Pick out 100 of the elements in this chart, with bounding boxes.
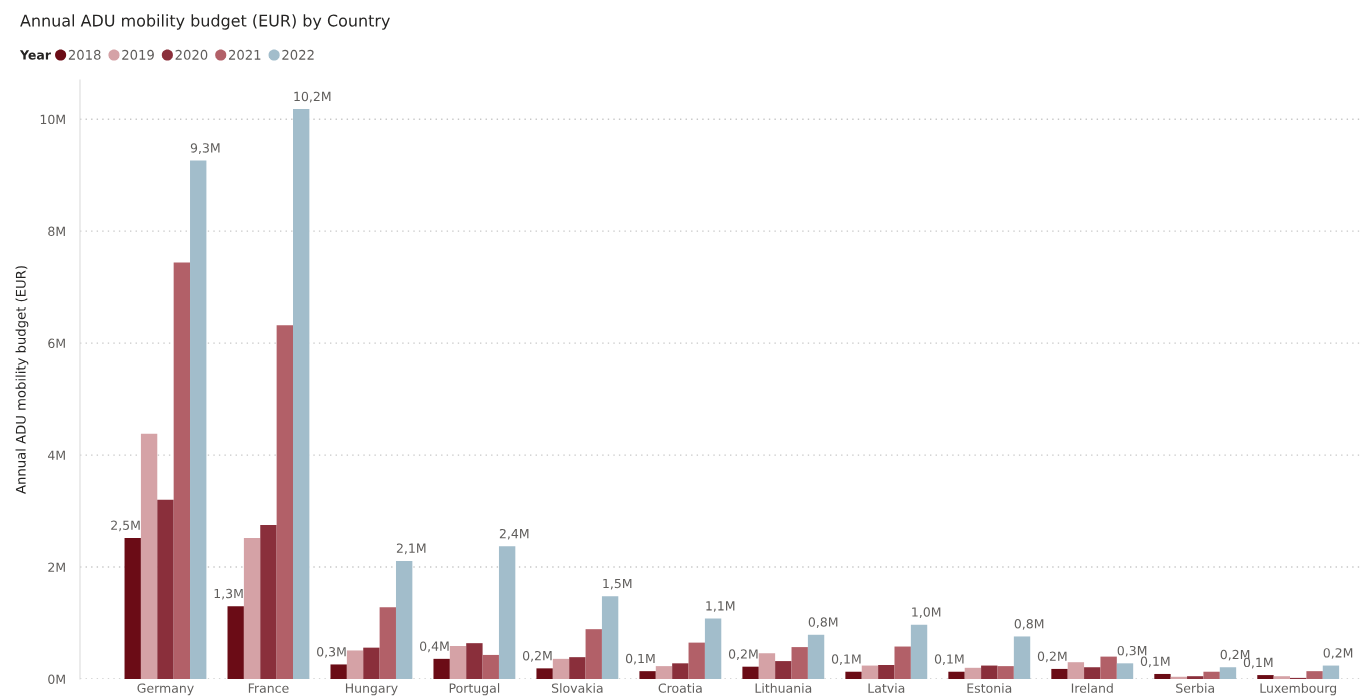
bar xyxy=(791,647,808,679)
bar xyxy=(498,546,516,679)
y-tick-label: 10M xyxy=(40,114,65,125)
data-label: 9,3M xyxy=(190,143,220,154)
bar xyxy=(1219,667,1237,679)
data-label: 1,1M xyxy=(706,601,735,612)
data-label: 0,8M xyxy=(808,617,838,629)
bar xyxy=(260,525,277,679)
data-label: 0,2M xyxy=(1323,648,1353,659)
bar xyxy=(601,596,619,679)
legend-title: Year xyxy=(19,50,51,60)
data-label: 2,4M xyxy=(499,528,529,540)
y-tick-label: 2M xyxy=(48,562,65,572)
legend-label: 2018 xyxy=(68,49,101,60)
data-label: 0,3M xyxy=(1117,645,1147,657)
legend-label: 2019 xyxy=(122,49,154,60)
data-label: 0,1M xyxy=(625,653,655,665)
bar xyxy=(910,624,928,679)
bar xyxy=(379,607,396,679)
bar xyxy=(330,664,347,679)
data-label: 0,1M xyxy=(1140,656,1170,668)
bar xyxy=(1306,671,1323,679)
bar xyxy=(449,645,467,679)
chart-title: Annual ADU mobility budget (EUR) by Country xyxy=(20,14,390,30)
bar xyxy=(981,665,998,679)
bar xyxy=(775,661,792,679)
bar xyxy=(639,671,656,679)
bar xyxy=(157,499,174,679)
bar xyxy=(672,663,689,679)
bar xyxy=(243,537,261,679)
bar xyxy=(1116,663,1134,679)
x-tick-label: Ireland xyxy=(1071,683,1113,693)
bar xyxy=(1273,676,1291,679)
data-label: 1,3M xyxy=(214,588,243,600)
x-tick-label: Estonia xyxy=(967,683,1012,693)
bar xyxy=(1067,662,1085,679)
y-tick-label: 4M xyxy=(47,450,65,460)
bar xyxy=(395,560,413,679)
bar xyxy=(173,262,191,679)
legend-label: 2020 xyxy=(175,49,208,60)
x-tick-label: Latvia xyxy=(868,683,905,693)
bar xyxy=(807,634,825,679)
y-tick-label: 0M xyxy=(48,674,65,684)
bar xyxy=(363,647,380,679)
bar xyxy=(845,671,862,679)
bar xyxy=(1257,675,1274,679)
bar xyxy=(346,650,364,679)
x-tick-label: France xyxy=(248,683,289,693)
data-label: 1,5M xyxy=(603,578,632,590)
data-label: 0,1M xyxy=(934,654,964,666)
bar xyxy=(742,666,759,679)
x-tick-label: Luxembourg xyxy=(1260,683,1337,696)
bar xyxy=(758,653,776,679)
bar xyxy=(1100,656,1117,679)
bar xyxy=(964,667,982,679)
data-label: 10,2M xyxy=(294,91,331,103)
x-tick-label: Hungary xyxy=(345,683,398,696)
bar xyxy=(1154,673,1171,679)
data-label: 0,4M xyxy=(420,641,449,653)
bar xyxy=(704,618,722,679)
bar xyxy=(878,665,895,679)
y-tick-label: 6M xyxy=(48,338,65,349)
bar xyxy=(1051,668,1068,679)
bar xyxy=(997,666,1014,679)
bar xyxy=(433,658,450,679)
data-label: 0,1M xyxy=(831,654,861,666)
y-axis-title: Annual ADU mobility budget (EUR) xyxy=(15,266,29,494)
bar xyxy=(1322,665,1340,679)
bar xyxy=(190,160,207,679)
data-label: 0,2M xyxy=(728,649,758,660)
bar xyxy=(569,657,586,679)
data-label: 0,8M xyxy=(1014,619,1044,630)
x-tick-label: Lithuania xyxy=(755,683,812,693)
legend-label: 2021 xyxy=(228,49,261,60)
bar xyxy=(536,668,553,679)
legend-label: 2022 xyxy=(282,49,314,60)
bar xyxy=(552,658,570,679)
bar xyxy=(140,433,158,679)
bar xyxy=(124,537,141,679)
bar xyxy=(1084,667,1101,679)
x-tick-label: Germany xyxy=(137,683,194,696)
bar xyxy=(227,606,244,679)
y-tick-label: 8M xyxy=(48,226,65,237)
bar xyxy=(1013,636,1031,679)
bar xyxy=(688,642,705,679)
bar xyxy=(1187,676,1204,679)
x-tick-label: Portugal xyxy=(449,683,500,696)
bar xyxy=(466,643,483,679)
bar xyxy=(482,654,499,679)
x-tick-label: Slovakia xyxy=(551,683,603,693)
data-label: 0,2M xyxy=(1037,651,1067,663)
x-tick-label: Serbia xyxy=(1176,683,1215,693)
data-label: 0,2M xyxy=(522,650,552,662)
data-label: 0,3M xyxy=(317,647,346,658)
bar xyxy=(276,325,294,679)
data-label: 2,1M xyxy=(396,543,426,555)
bar xyxy=(655,666,673,679)
data-label: 2,5M xyxy=(111,520,140,532)
bar xyxy=(585,629,602,679)
bar xyxy=(948,671,965,679)
